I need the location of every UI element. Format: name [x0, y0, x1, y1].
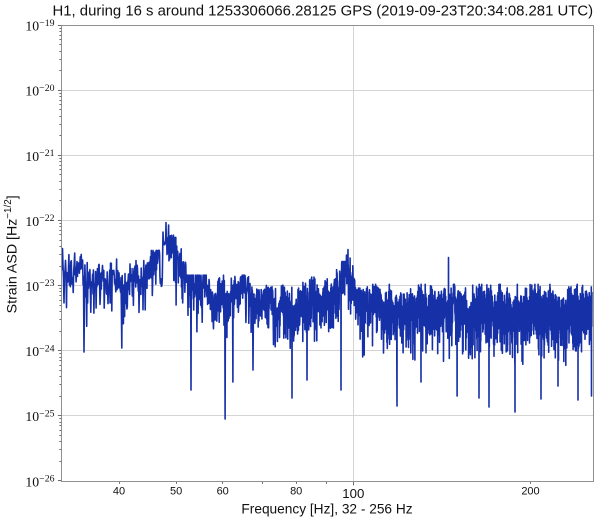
svg-text:Strain ASD [Hz−1/2]: Strain ASD [Hz−1/2]	[3, 195, 20, 313]
svg-text:Frequency [Hz], 32 - 256 Hz: Frequency [Hz], 32 - 256 Hz	[241, 502, 412, 517]
svg-text:10−23: 10−23	[25, 278, 54, 294]
svg-text:H1, during 16 s around 1253306: H1, during 16 s around 1253306066.28125 …	[53, 3, 594, 19]
svg-text:50: 50	[170, 486, 182, 498]
svg-text:100: 100	[342, 486, 364, 501]
svg-text:10−24: 10−24	[25, 343, 54, 359]
svg-text:200: 200	[521, 486, 539, 498]
svg-text:80: 80	[290, 486, 302, 498]
svg-text:10−22: 10−22	[25, 213, 54, 229]
svg-text:40: 40	[113, 486, 125, 498]
svg-text:10−21: 10−21	[25, 148, 54, 164]
svg-text:60: 60	[217, 486, 229, 498]
svg-text:10−19: 10−19	[25, 18, 54, 34]
svg-text:10−25: 10−25	[25, 408, 54, 424]
svg-text:10−20: 10−20	[25, 83, 54, 99]
svg-text:10−26: 10−26	[25, 474, 54, 490]
